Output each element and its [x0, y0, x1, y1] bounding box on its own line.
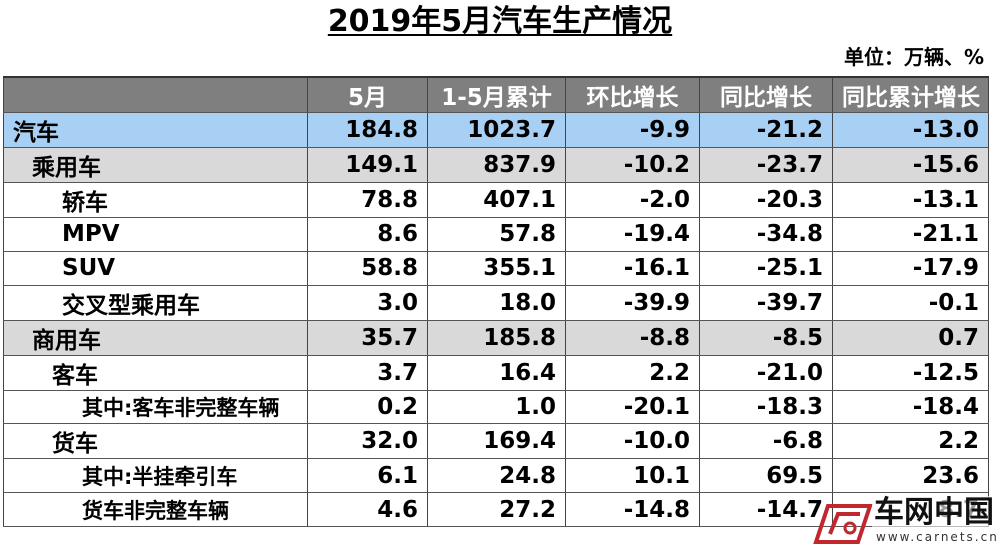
unit-label: 单位：万辆、%	[843, 45, 984, 69]
cell-cumulative: 837.9	[427, 147, 566, 183]
row-name: MPV	[3, 217, 308, 252]
row-name: 其中:半挂牵引车	[3, 458, 308, 494]
cell-may: 6.1	[307, 458, 428, 494]
table-row: 其中:半挂牵引车 6.1 24.8 10.1 69.5 23.6	[3, 458, 989, 494]
cell-mom: -16.1	[565, 251, 700, 286]
cell-cumulative: 1.0	[427, 390, 566, 425]
cell-may: 4.6	[307, 492, 428, 527]
cell-cumulative: 18.0	[427, 285, 566, 321]
table-row: MPV 8.6 57.8 -19.4 -34.8 -21.1	[3, 217, 989, 252]
cell-may: 58.8	[307, 251, 428, 286]
cell-yoy: -14.7	[699, 492, 833, 527]
table-row: 货车 32.0 169.4 -10.0 -6.8 2.2	[3, 423, 989, 460]
cell-yoy: -6.8	[699, 423, 833, 460]
table-row: 轿车 78.8 407.1 -2.0 -20.3 -13.1	[3, 182, 989, 218]
carnets-logo-icon	[813, 504, 873, 544]
cell-cumulative: 27.2	[427, 492, 566, 527]
cell-mom: 2.2	[565, 355, 700, 391]
cell-cumulative: 57.8	[427, 217, 566, 252]
table-row: 客车 3.7 16.4 2.2 -21.0 -12.5	[3, 355, 989, 391]
cell-mom: -2.0	[565, 182, 700, 218]
cell-yoy-cumulative: -0.1	[832, 285, 989, 321]
cell-yoy: -34.8	[699, 217, 833, 252]
cell-may: 184.8	[307, 112, 428, 148]
cell-may: 3.0	[307, 285, 428, 321]
table-row: 汽车 184.8 1023.7 -9.9 -21.2 -13.0	[3, 112, 989, 148]
cell-cumulative: 185.8	[427, 320, 566, 356]
cell-yoy-cumulative: 23.6	[832, 458, 989, 494]
table-row: 乘用车 149.1 837.9 -10.2 -23.7 -15.6	[3, 147, 989, 183]
watermark: 车网中国 www.carnets.cn	[806, 494, 1000, 551]
cell-may: 8.6	[307, 217, 428, 252]
table-header-row: 5月 1-5月累计 环比增长 同比增长 同比累计增长	[3, 76, 989, 113]
row-name: SUV	[3, 251, 308, 286]
cell-cumulative: 355.1	[427, 251, 566, 286]
cell-yoy-cumulative: -15.6	[832, 147, 989, 183]
cell-yoy: -20.3	[699, 182, 833, 218]
header-cumulative: 1-5月累计	[427, 76, 566, 113]
header-yoy-cumulative: 同比累计增长	[832, 76, 989, 113]
row-name: 交叉型乘用车	[3, 285, 308, 321]
table-row: 其中:客车非完整车辆 0.2 1.0 -20.1 -18.3 -18.4	[3, 390, 989, 425]
cell-yoy: -18.3	[699, 390, 833, 425]
table-row: 交叉型乘用车 3.0 18.0 -39.9 -39.7 -0.1	[3, 285, 989, 321]
cell-cumulative: 24.8	[427, 458, 566, 494]
header-mom: 环比增长	[565, 76, 700, 113]
row-name: 货车非完整车辆	[3, 492, 308, 527]
header-category	[3, 76, 308, 113]
cell-yoy-cumulative: -18.4	[832, 390, 989, 425]
cell-mom: -8.8	[565, 320, 700, 356]
cell-yoy: 69.5	[699, 458, 833, 494]
watermark-url: www.carnets.cn	[876, 530, 999, 544]
cell-may: 0.2	[307, 390, 428, 425]
cell-yoy-cumulative: -13.0	[832, 112, 989, 148]
cell-yoy-cumulative: 0.7	[832, 320, 989, 356]
row-name: 货车	[3, 423, 308, 460]
cell-yoy: -21.2	[699, 112, 833, 148]
cell-yoy: -21.0	[699, 355, 833, 391]
row-name: 其中:客车非完整车辆	[3, 390, 308, 425]
cell-mom: -10.2	[565, 147, 700, 183]
cell-may: 35.7	[307, 320, 428, 356]
cell-yoy: -8.5	[699, 320, 833, 356]
cell-yoy: -39.7	[699, 285, 833, 321]
cell-yoy-cumulative: -17.9	[832, 251, 989, 286]
cell-yoy-cumulative: 2.2	[832, 423, 989, 460]
cell-mom: -39.9	[565, 285, 700, 321]
cell-yoy-cumulative: -21.1	[832, 217, 989, 252]
cell-mom: -10.0	[565, 423, 700, 460]
production-table: 5月 1-5月累计 环比增长 同比增长 同比累计增长 汽车 184.8 1023…	[3, 76, 989, 527]
cell-mom: -9.9	[565, 112, 700, 148]
cell-cumulative: 169.4	[427, 423, 566, 460]
cell-yoy: -25.1	[699, 251, 833, 286]
cell-cumulative: 407.1	[427, 182, 566, 218]
cell-mom: -20.1	[565, 390, 700, 425]
header-yoy: 同比增长	[699, 76, 833, 113]
cell-mom: -14.8	[565, 492, 700, 527]
row-name: 商用车	[3, 320, 308, 356]
cell-cumulative: 16.4	[427, 355, 566, 391]
cell-yoy-cumulative: -12.5	[832, 355, 989, 391]
table-row: 商用车 35.7 185.8 -8.8 -8.5 0.7	[3, 320, 989, 356]
cell-may: 149.1	[307, 147, 428, 183]
row-name: 轿车	[3, 182, 308, 218]
cell-mom: -19.4	[565, 217, 700, 252]
cell-may: 32.0	[307, 423, 428, 460]
row-name: 汽车	[3, 112, 308, 148]
cell-cumulative: 1023.7	[427, 112, 566, 148]
row-name: 乘用车	[3, 147, 308, 183]
cell-yoy: -23.7	[699, 147, 833, 183]
cell-may: 78.8	[307, 182, 428, 218]
row-name: 客车	[3, 355, 308, 391]
cell-mom: 10.1	[565, 458, 700, 494]
watermark-name: 车网中国	[872, 495, 996, 530]
cell-yoy-cumulative: -13.1	[832, 182, 989, 218]
header-may: 5月	[307, 76, 428, 113]
page-title: 2019年5月汽车生产情况	[327, 4, 673, 39]
table-row: SUV 58.8 355.1 -16.1 -25.1 -17.9	[3, 251, 989, 286]
cell-may: 3.7	[307, 355, 428, 391]
